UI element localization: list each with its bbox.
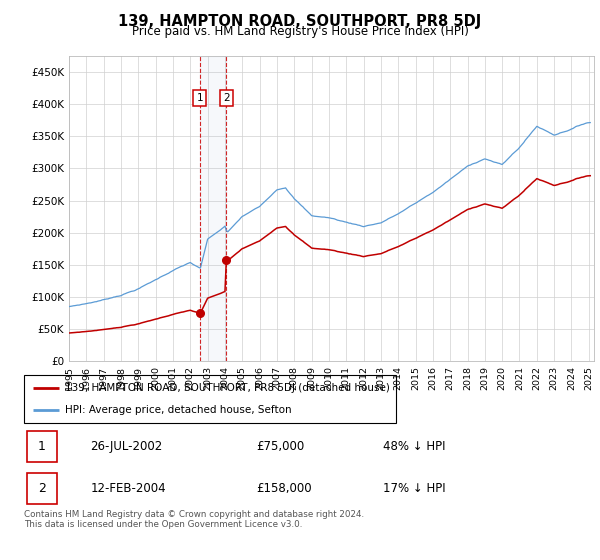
Text: 2: 2 [38,482,46,495]
Text: Price paid vs. HM Land Registry's House Price Index (HPI): Price paid vs. HM Land Registry's House … [131,25,469,38]
Bar [200,56,226,361]
Text: 1: 1 [196,93,203,103]
Text: 26-JUL-2002: 26-JUL-2002 [90,440,163,453]
Text: 139, HAMPTON ROAD, SOUTHPORT, PR8 5DJ: 139, HAMPTON ROAD, SOUTHPORT, PR8 5DJ [118,14,482,29]
Text: 139, HAMPTON ROAD, SOUTHPORT, PR8 5DJ (detached house): 139, HAMPTON ROAD, SOUTHPORT, PR8 5DJ (d… [65,383,390,393]
Text: 48% ↓ HPI: 48% ↓ HPI [383,440,445,453]
Text: £75,000: £75,000 [256,440,304,453]
Text: HPI: Average price, detached house, Sefton: HPI: Average price, detached house, Seft… [65,405,292,415]
Text: 2: 2 [223,93,230,103]
FancyBboxPatch shape [27,473,57,504]
Text: 1: 1 [38,440,46,453]
Text: Contains HM Land Registry data © Crown copyright and database right 2024.
This d: Contains HM Land Registry data © Crown c… [24,510,364,529]
Text: 17% ↓ HPI: 17% ↓ HPI [383,482,445,495]
FancyBboxPatch shape [27,431,57,462]
Text: £158,000: £158,000 [256,482,311,495]
Text: 12-FEB-2004: 12-FEB-2004 [90,482,166,495]
